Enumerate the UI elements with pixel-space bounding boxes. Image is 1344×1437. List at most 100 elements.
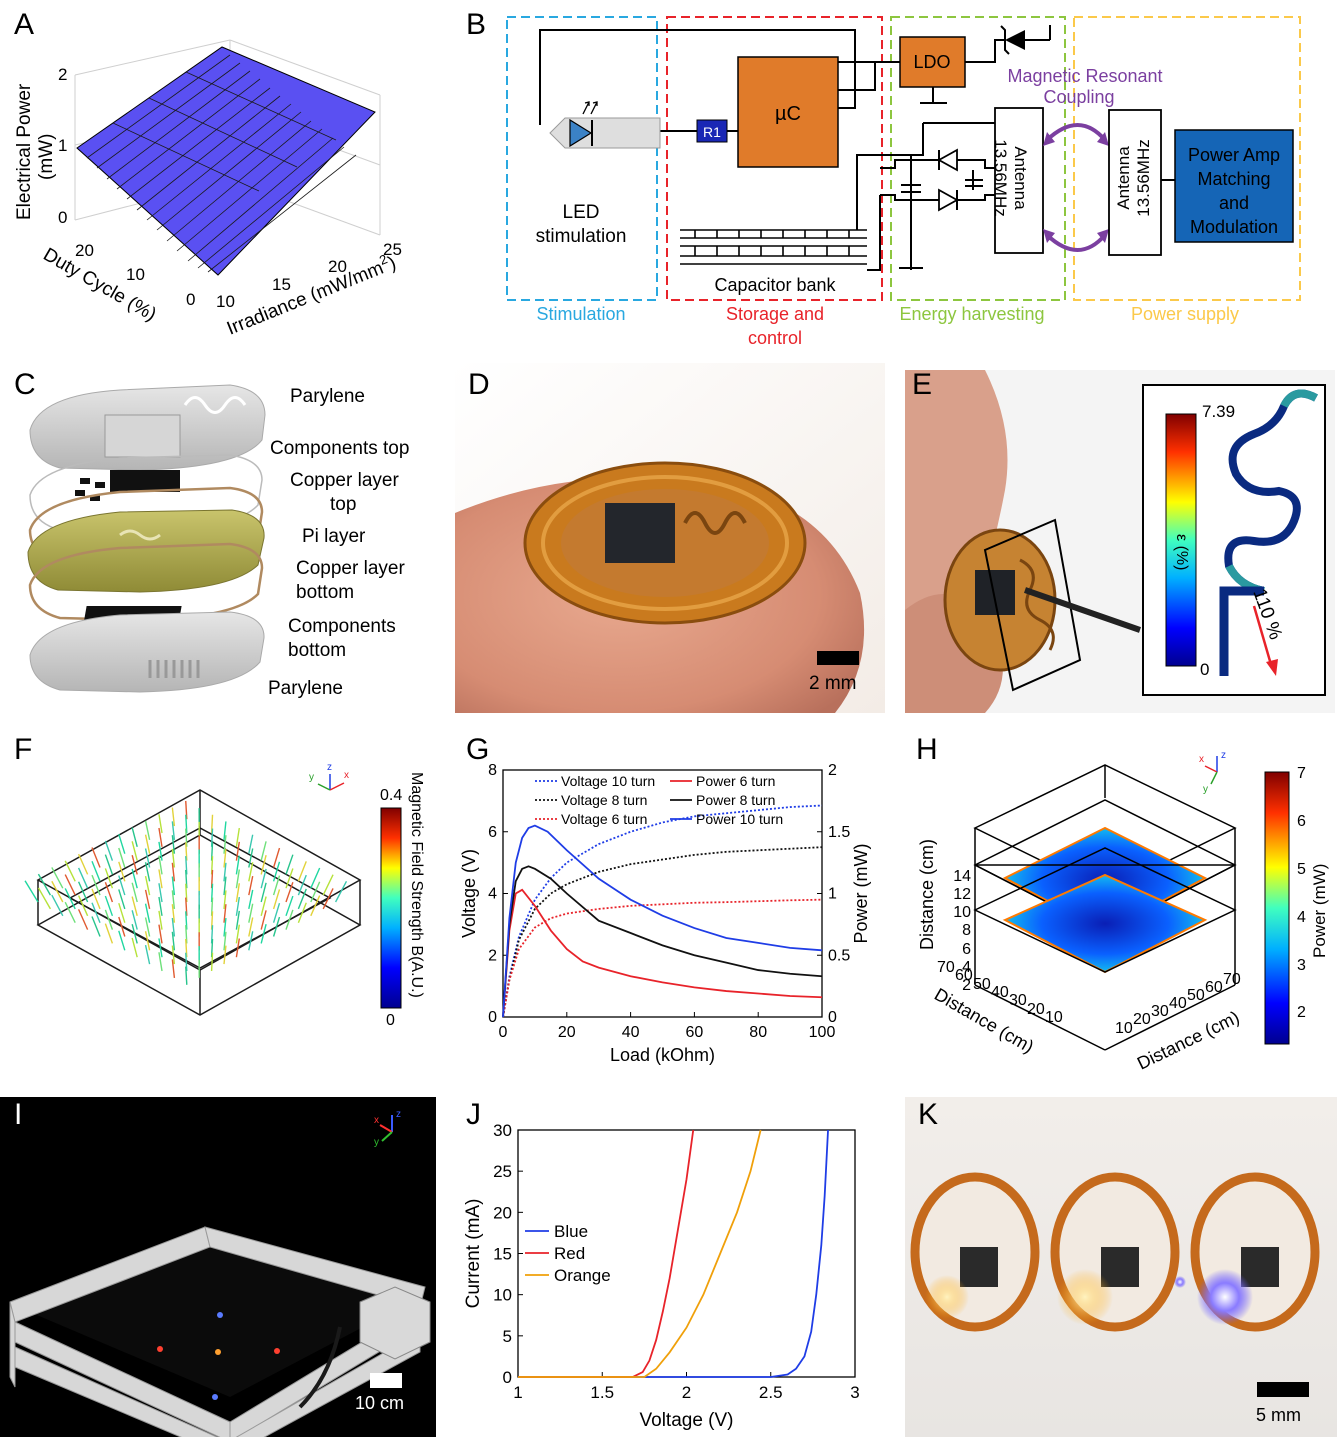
field-vector (223, 821, 227, 840)
chart-j-ytick-label: 20 (493, 1203, 512, 1222)
svg-text:x: x (1199, 754, 1204, 765)
panel-a-xlabel: Irradiance (mW/mm2) (224, 251, 399, 339)
field-vector (77, 853, 89, 875)
layer-label: Copper layer (296, 558, 405, 579)
zener-diode-icon (1000, 25, 1025, 55)
field-vector (104, 840, 114, 861)
field-vector (158, 924, 163, 944)
field-vector (272, 875, 281, 896)
ldo-label: LDO (913, 52, 950, 72)
svg-text:y: y (1203, 784, 1208, 795)
layer-parylene-bottom (29, 611, 265, 693)
panel-a-ticks: 2 1 0 20 10 0 10 15 20 25 (58, 65, 402, 311)
field-vector (144, 834, 151, 854)
field-vector (248, 931, 254, 951)
panel-a-ztick: 0 (58, 208, 67, 227)
panel-h-surface-plot: 2 4 6 8 10 12 14 Distance (cm) 70 60 50 … (917, 750, 1329, 1074)
field-cb-min: 0 (386, 1012, 395, 1029)
field-vector (131, 896, 138, 916)
panel-label-g: G (466, 733, 490, 766)
field-vector (77, 909, 89, 930)
chart-j-xtick-label: 2 (682, 1383, 691, 1402)
field-vector (104, 882, 114, 903)
field-vector (185, 966, 188, 985)
panel-h-zlabel: Distance (cm) (917, 839, 937, 950)
field-vector (248, 834, 254, 854)
field-vector (223, 890, 227, 909)
field-vector (210, 938, 214, 958)
field-vector (24, 880, 39, 903)
chart-j-ytick-label: 30 (493, 1121, 512, 1140)
field-vector (260, 896, 267, 916)
device-3 (1174, 1172, 1320, 1332)
field-vector (185, 856, 188, 875)
svg-text:40: 40 (991, 984, 1009, 1001)
field-vector (185, 814, 188, 834)
field-vector (235, 869, 241, 889)
panel-a-surface-plot: 2 1 0 20 10 0 10 15 20 25 Electrical Pow… (14, 39, 402, 340)
svg-text:z: z (396, 1109, 401, 1120)
field-vector (210, 925, 214, 944)
panel-f-axis-triad-icon: y z x (309, 762, 349, 791)
chart-g-ytick-label: 8 (488, 762, 497, 779)
panel-c-layer-labels: Parylene Components top Copper layer top… (268, 386, 409, 699)
strain-colorbar (1165, 413, 1197, 667)
field-vector (171, 821, 176, 840)
field-vector (260, 855, 267, 875)
field-vector (91, 902, 101, 923)
chart-g-legend-label: Power 6 turn (696, 773, 775, 789)
svg-text:10: 10 (1045, 1009, 1063, 1026)
field-vector (64, 901, 76, 924)
field-vector (171, 876, 176, 896)
strained-trace (1224, 389, 1318, 595)
svg-text:10: 10 (1115, 1020, 1133, 1037)
field-vector (158, 910, 163, 930)
section-energy-box (890, 16, 1066, 301)
svg-text:20: 20 (1027, 1001, 1045, 1018)
svg-text:20: 20 (1133, 1011, 1151, 1028)
panel-h-zticks: 2 4 6 8 10 12 14 (953, 868, 971, 994)
panel-d-photo: 2 mm (455, 363, 885, 713)
field-vector (171, 917, 176, 937)
panel-h-right-ticks: 10 20 30 40 50 60 70 (1115, 971, 1241, 1037)
panel-label-b: B (466, 8, 487, 41)
svg-text:14: 14 (953, 868, 971, 885)
chart-j-series-line (518, 1129, 762, 1378)
field-vector (144, 862, 151, 882)
svg-text:y: y (374, 1137, 379, 1147)
field-cb-label: Magnetic Field Strength B(A.U.) (408, 772, 425, 998)
chart-g-series-line (502, 804, 823, 1018)
field-vector (223, 904, 227, 923)
panel-a-xtick: 15 (272, 275, 291, 294)
chart-j-xtick-label: 1 (513, 1383, 522, 1402)
chart-g-legend-label: Power 10 turn (696, 811, 783, 827)
field-vector (235, 855, 241, 875)
field-vector (171, 904, 176, 923)
field-vector (322, 874, 334, 896)
strain-cb-min: 0 (1200, 660, 1210, 679)
field-vector (131, 910, 138, 930)
field-vector (235, 827, 241, 847)
chart-j-xtick-label: 2.5 (759, 1383, 783, 1402)
field-vector (171, 890, 176, 909)
svg-text:50: 50 (973, 976, 991, 993)
layer-label: Pi layer (302, 526, 366, 547)
layer-label: Copper layer (290, 470, 399, 491)
chart-j-xtick-label: 3 (850, 1383, 859, 1402)
amp-label-3: and (1219, 193, 1249, 213)
field-vector (310, 881, 321, 903)
field-vector (210, 814, 214, 834)
chart-g-ylabel: Voltage (V) (459, 849, 479, 938)
field-vector (223, 835, 227, 854)
field-vector (210, 828, 214, 847)
svg-text:60: 60 (955, 967, 973, 984)
chart-g-y2tick-label: 1.5 (828, 824, 850, 841)
field-vector (118, 861, 126, 882)
chart-j-xlabel: Voltage (V) (640, 1410, 734, 1431)
field-vector (185, 883, 188, 903)
chart-g-legend-label: Voltage 8 turn (561, 792, 647, 808)
led-probe (549, 117, 661, 149)
chart-g-legend-label: Voltage 10 turn (561, 773, 655, 789)
